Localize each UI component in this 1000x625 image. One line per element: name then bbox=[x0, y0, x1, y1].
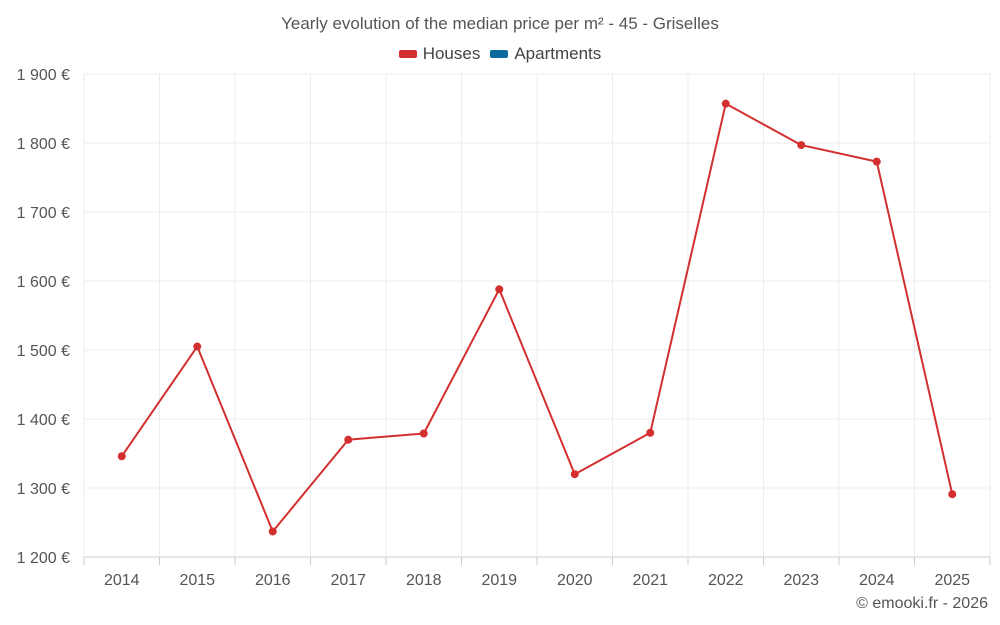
data-point[interactable] bbox=[797, 141, 806, 150]
series-line-houses bbox=[120, 102, 954, 533]
x-tick-label: 2018 bbox=[406, 572, 442, 589]
y-tick-label: 1 500 € bbox=[17, 343, 70, 360]
data-point[interactable] bbox=[419, 429, 428, 438]
data-point[interactable] bbox=[117, 452, 126, 461]
legend: Houses Apartments bbox=[0, 44, 1000, 64]
x-tick-label: 2014 bbox=[104, 572, 140, 589]
legend-item-houses[interactable]: Houses bbox=[398, 44, 481, 64]
x-tick-label: 2023 bbox=[783, 572, 819, 589]
x-tick-label: 2015 bbox=[179, 572, 215, 589]
chart-title: Yearly evolution of the median price per… bbox=[281, 14, 719, 33]
legend-label-houses: Houses bbox=[422, 44, 481, 63]
x-tick-label: 2020 bbox=[557, 572, 593, 589]
y-tick-label: 1 400 € bbox=[17, 412, 70, 429]
x-tick-label: 2017 bbox=[330, 572, 366, 589]
data-point[interactable] bbox=[570, 470, 579, 479]
data-point[interactable] bbox=[495, 285, 504, 294]
x-tick-label: 2024 bbox=[859, 572, 895, 589]
y-tick-label: 1 600 € bbox=[17, 274, 70, 291]
x-tick-label: 2021 bbox=[632, 572, 668, 589]
x-tick-label: 2025 bbox=[934, 572, 970, 589]
legend-label-apartments: Apartments bbox=[514, 44, 602, 63]
x-tick-label: 2016 bbox=[255, 572, 291, 589]
y-tick-label: 1 800 € bbox=[17, 136, 70, 153]
data-point[interactable] bbox=[646, 428, 655, 437]
data-point[interactable] bbox=[344, 435, 353, 444]
x-tick-label: 2022 bbox=[708, 572, 744, 589]
y-tick-label: 1 700 € bbox=[17, 205, 70, 222]
data-point[interactable] bbox=[193, 342, 202, 351]
y-tick-label: 1 200 € bbox=[17, 550, 70, 567]
credit-text[interactable]: © emooki.fr - 2026 bbox=[856, 595, 988, 612]
legend-swatch-apartments bbox=[490, 50, 509, 58]
data-point[interactable] bbox=[721, 99, 730, 108]
legend-swatch-houses bbox=[398, 50, 417, 58]
data-point[interactable] bbox=[872, 157, 881, 166]
legend-item-apartments[interactable]: Apartments bbox=[490, 44, 601, 64]
x-tick-label: 2019 bbox=[481, 572, 517, 589]
data-point[interactable] bbox=[268, 527, 277, 536]
y-tick-label: 1 300 € bbox=[17, 481, 70, 498]
data-point[interactable] bbox=[948, 490, 957, 499]
y-tick-label: 1 900 € bbox=[17, 67, 70, 84]
